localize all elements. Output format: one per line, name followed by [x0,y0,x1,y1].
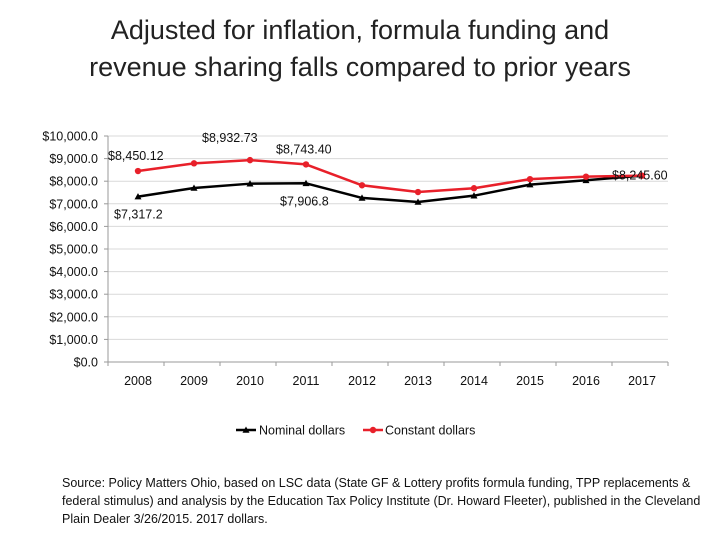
data-point-constant [582,173,590,180]
x-tick-label: 2017 [628,374,656,388]
series-line-nominal-dollars [137,174,643,204]
data-point-nominal [246,180,254,187]
data-label: $8,245.60 [612,169,668,183]
data-point-nominal [414,198,422,205]
legend-item-constant-dollars: Constant dollars [363,424,475,438]
data-point-nominal [302,179,310,187]
data-point-nominal [190,184,198,191]
axes [104,135,669,366]
x-tick-label: 2016 [572,374,600,388]
legend: Nominal dollars Constant dollars [236,424,475,438]
series-line-constant-dollars [137,158,643,194]
y-tick-labels: $0.0 $1,000.0 $2,000.0 $3,000.0 $4,000.0 $5,0… [42,130,98,370]
data-point-nominal [358,194,366,201]
y-tick-label: $4,000.0 [49,265,98,279]
data-point-constant [134,167,142,175]
x-tick-label: 2008 [124,374,152,388]
legend-marker-triangle [242,426,250,433]
data-point-constant [638,172,646,179]
data-point-constant [526,175,534,183]
y-tick-label: $7,000.0 [49,197,98,211]
data-label: $8,450.12 [108,149,164,163]
y-tick-label: $6,000.0 [49,220,98,234]
series-lines [134,156,646,205]
data-label: $7,906.8 [280,194,329,208]
chart-title: Adjusted for inflation, formula funding … [0,12,720,86]
x-tick-label: 2014 [460,374,488,388]
gridlines [108,135,668,340]
x-tick-label: 2015 [516,374,544,388]
x-tick-label: 2013 [404,374,432,388]
x-tick-label: 2010 [236,374,264,388]
y-tick-label: $3,000.0 [49,288,98,302]
legend-marker-circle [369,426,377,434]
data-point-nominal [582,176,590,184]
source-note: Source: Policy Matters Ohio, based on LS… [62,476,701,526]
chart-title-line-2: revenue sharing falls compared to prior … [89,52,631,82]
x-tick-labels: 2008 2009 2010 2011 2012 2013 2014 2015 2016 2017 [124,374,656,388]
data-point-constant [414,188,422,196]
legend-item-nominal-dollars: Nominal dollars [236,424,345,438]
x-tick-label: 2011 [293,374,320,388]
chart-title-line-1: Adjusted for inflation, formula funding … [110,15,610,45]
data-point-nominal [470,192,478,199]
data-point-constant [246,156,254,164]
data-label: $8,743.40 [276,142,332,156]
y-tick-label: $2,000.0 [49,310,98,324]
x-tick-label: 2012 [348,374,376,388]
data-point-constant [470,185,478,192]
y-tick-label: $1,000.0 [49,333,98,347]
y-tick-label: $5,000.0 [49,243,98,257]
y-tick-label: $10,000.0 [42,130,98,144]
data-point-nominal [526,181,534,188]
data-point-constant [358,182,366,189]
y-tick-label: $9,000.0 [49,152,98,166]
data-point-constant [302,161,310,168]
y-tick-label: $0.0 [74,356,98,370]
legend-label: Nominal dollars [259,424,345,438]
data-label: $8,932.73 [202,131,258,145]
x-tick-label: 2009 [180,374,208,388]
y-tick-label: $8,000.0 [49,175,98,189]
line-chart: $0.0 $1,000.0 $2,000.0 $3,000.0 $4,000.0 $5,0… [42,130,669,438]
data-point-nominal [134,193,142,200]
data-labels: $8,450.12 $8,932.73 $8,743.40 $8,245.60 $7,3… [108,131,668,222]
data-point-constant [190,160,198,167]
legend-label: Constant dollars [385,424,475,438]
data-label: $7,317.2 [114,208,163,222]
